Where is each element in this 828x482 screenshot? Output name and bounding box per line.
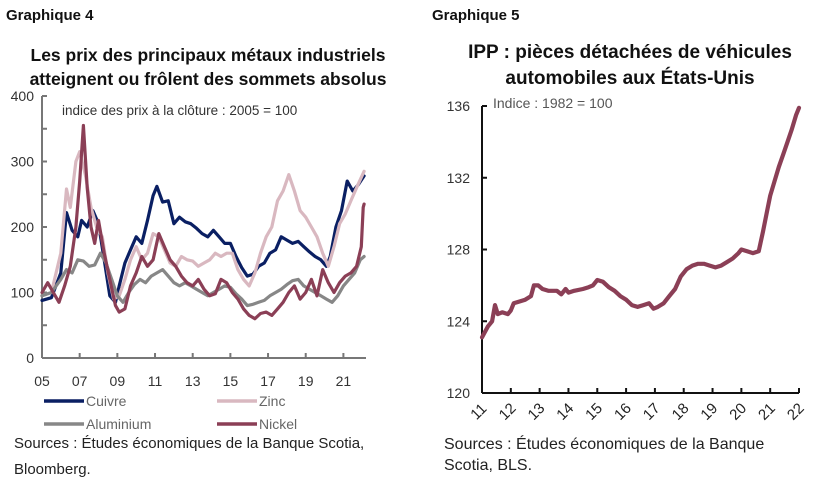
x-tick-label: 05: [34, 373, 50, 389]
y-tick-label: 400: [11, 88, 35, 104]
chart-5-source-line-2: Scotia, BLS.: [444, 457, 533, 474]
x-tick-label: 20: [726, 400, 750, 424]
chart-4-series: [40, 123, 366, 321]
series-line-nickel: [40, 123, 366, 321]
y-tick-label: 132: [447, 170, 471, 186]
panel-label-graphique-4: Graphique 4: [6, 7, 94, 24]
x-tick-label: 19: [697, 400, 721, 424]
x-tick-label: 15: [582, 400, 606, 424]
x-tick-label: 13: [525, 400, 549, 424]
chart-4-annotation: indice des prix à la clôture : 2005 = 10…: [62, 103, 298, 118]
chart-4-title-line-2: atteignent ou frôlent des sommets absolu…: [29, 69, 387, 89]
chart-5-title-line-1: IPP : pièces détachées de véhicules: [468, 42, 792, 63]
y-tick-label: 0: [26, 350, 34, 366]
x-tick-label: 14: [553, 400, 577, 424]
legend-label: Nickel: [259, 416, 297, 432]
chart-5-annotation: Indice : 1982 = 100: [493, 95, 613, 111]
x-tick-label: 16: [611, 400, 635, 424]
chart-5-series: [479, 105, 802, 340]
x-tick-label: 13: [185, 373, 201, 389]
chart-4-axes: 0 100 200 300 400 05 07 09 11 13 15 17 19 21: [11, 88, 366, 389]
y-tick-label: 128: [447, 242, 471, 258]
legend-label: Aluminium: [86, 416, 151, 432]
y-tick-label: 100: [11, 285, 35, 301]
x-tick-label: 11: [148, 373, 163, 389]
x-tick-label: 19: [298, 373, 314, 389]
panel-label-graphique-5: Graphique 5: [432, 7, 520, 24]
x-tick-label: 17: [260, 373, 276, 389]
y-tick-label: 200: [11, 219, 35, 235]
x-tick-label: 22: [784, 400, 808, 424]
chart-4-legend: Cuivre Zinc Aluminium Nickel: [44, 393, 297, 432]
y-tick-label: 300: [11, 154, 35, 170]
chart-5-title-line-2: automobiles aux États-Unis: [505, 68, 755, 89]
x-tick-label: 18: [669, 400, 693, 424]
legend-label: Zinc: [259, 393, 285, 409]
chart-4-title-line-1: Les prix des principaux métaux industrie…: [30, 45, 386, 65]
chart-4-source: Sources : Études économiques de la Banqu…: [14, 432, 364, 482]
legend-item-nickel: Nickel: [217, 416, 297, 432]
series-line-ipp-pi-ces-d-tach-es: [479, 105, 802, 340]
chart-4-title: Les prix des principaux métaux industrie…: [18, 43, 398, 91]
x-tick-label: 21: [336, 373, 352, 389]
legend-item-zinc: Zinc: [217, 393, 285, 409]
legend-label: Cuivre: [86, 393, 127, 409]
x-tick-label: 21: [755, 400, 779, 424]
series-line-aluminium: [40, 251, 366, 308]
x-tick-label: 11: [467, 400, 490, 423]
x-tick-label: 09: [110, 373, 126, 389]
legend-item-cuivre: Cuivre: [44, 393, 127, 409]
chart-5-axes: 120 124 128 132 136 11 12 13 14 15 16 17 18 19 20 21 22: [447, 98, 808, 424]
x-tick-label: 07: [72, 373, 88, 389]
y-tick-label: 120: [447, 385, 471, 401]
series-line-zinc: [40, 150, 366, 301]
chart-5-source: Sources : Études économiques de la Banqu…: [444, 434, 764, 476]
x-tick-label: 12: [496, 400, 520, 424]
chart-4-source-line-1: Sources : Études économiques de la Banqu…: [14, 435, 365, 452]
y-tick-label: 136: [447, 98, 471, 114]
x-tick-label: 15: [223, 373, 239, 389]
chart-4-source-line-2: Bloomberg.: [14, 461, 91, 478]
y-tick-label: 124: [447, 313, 471, 329]
chart-5-title: IPP : pièces détachées de véhicules auto…: [440, 40, 820, 92]
chart-5-source-line-1: Sources : Études économiques de la Banqu…: [444, 436, 765, 453]
legend-item-aluminium: Aluminium: [44, 416, 151, 432]
x-tick-label: 17: [640, 400, 664, 424]
